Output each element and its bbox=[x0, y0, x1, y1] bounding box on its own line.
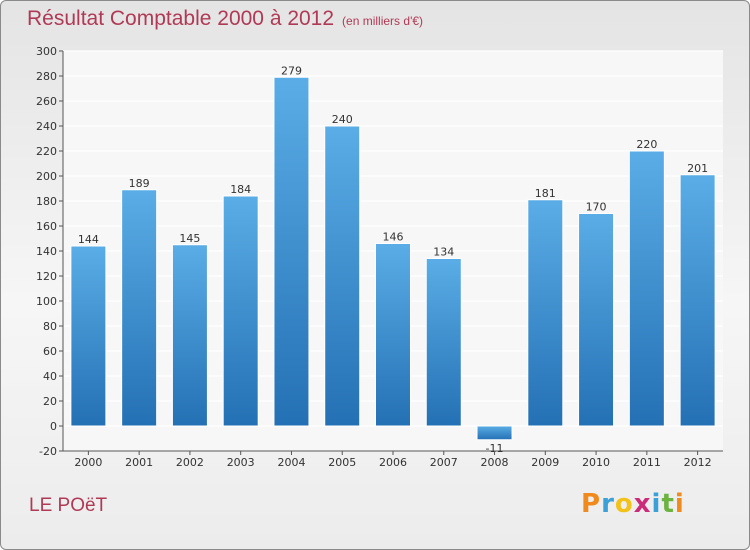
y-tick-label: 0 bbox=[50, 420, 57, 433]
y-tick-label: 120 bbox=[36, 270, 57, 283]
x-tick-label: 2007 bbox=[430, 456, 458, 469]
y-tick-label: 80 bbox=[43, 320, 57, 333]
value-label: 184 bbox=[230, 183, 251, 196]
value-label: -11 bbox=[486, 442, 504, 455]
x-tick-label: 2005 bbox=[328, 456, 356, 469]
bar bbox=[425, 258, 462, 427]
value-label: 146 bbox=[383, 231, 404, 244]
x-tick-label: 2002 bbox=[176, 456, 204, 469]
logo-letter: o bbox=[614, 489, 634, 519]
x-tick-label: 2008 bbox=[481, 456, 509, 469]
y-tick-label: 200 bbox=[36, 170, 57, 183]
bar bbox=[70, 245, 107, 427]
y-tick-label: 160 bbox=[36, 220, 57, 233]
logo-letter: r bbox=[601, 489, 615, 519]
x-tick-label: 2012 bbox=[684, 456, 712, 469]
y-tick-label: 260 bbox=[36, 95, 57, 108]
bar bbox=[679, 174, 716, 427]
x-tick-label: 2003 bbox=[227, 456, 255, 469]
x-tick-label: 2006 bbox=[379, 456, 407, 469]
bar bbox=[121, 189, 158, 427]
logo-letter: i bbox=[674, 489, 685, 519]
bar bbox=[476, 425, 513, 441]
chart-title-text: Résultat Comptable 2000 à 2012 bbox=[27, 7, 335, 30]
bar bbox=[171, 244, 208, 427]
y-tick-label: 60 bbox=[43, 345, 57, 358]
value-label: 145 bbox=[179, 232, 200, 245]
commune-name: LE POëT bbox=[29, 495, 108, 516]
bar bbox=[324, 125, 361, 427]
y-tick-label: 300 bbox=[36, 45, 57, 58]
x-tick-label: 2010 bbox=[582, 456, 610, 469]
chart-title: Résultat Comptable 2000 à 2012 (en millie… bbox=[27, 7, 423, 31]
chart-subtitle: (en milliers d'€) bbox=[342, 14, 424, 28]
logo-letter: P bbox=[581, 489, 602, 519]
x-tick-label: 2001 bbox=[125, 456, 153, 469]
value-label: 134 bbox=[433, 246, 454, 259]
logo-letter: x bbox=[633, 489, 652, 519]
y-tick-label: 220 bbox=[36, 145, 57, 158]
x-tick-label: 2009 bbox=[531, 456, 559, 469]
bar bbox=[527, 199, 564, 427]
value-label: 220 bbox=[636, 138, 657, 151]
value-label: 201 bbox=[687, 162, 708, 175]
bar bbox=[578, 213, 615, 427]
value-label: 181 bbox=[535, 187, 556, 200]
y-tick-label: 280 bbox=[36, 70, 57, 83]
x-tick-label: 2000 bbox=[74, 456, 102, 469]
value-label: 240 bbox=[332, 113, 353, 126]
bar bbox=[222, 195, 259, 427]
proxiti-logo: Proxiti bbox=[581, 489, 685, 519]
y-tick-label: 140 bbox=[36, 245, 57, 258]
logo-letter: i bbox=[651, 489, 662, 519]
x-tick-label: 2011 bbox=[633, 456, 661, 469]
y-tick-label: 40 bbox=[43, 370, 57, 383]
y-tick-label: 180 bbox=[36, 195, 57, 208]
y-tick-label: 240 bbox=[36, 120, 57, 133]
bar bbox=[375, 243, 411, 427]
value-label: 144 bbox=[78, 233, 99, 246]
x-tick-label: 2004 bbox=[277, 456, 305, 469]
value-label: 279 bbox=[281, 64, 302, 77]
bar bbox=[628, 150, 665, 427]
y-tick-label: 100 bbox=[36, 295, 57, 308]
value-label: 189 bbox=[129, 177, 150, 190]
value-label: 170 bbox=[586, 201, 607, 214]
y-tick-label: -20 bbox=[39, 445, 57, 458]
logo-letter: t bbox=[661, 489, 675, 519]
y-tick-label: 20 bbox=[43, 395, 57, 408]
bar bbox=[273, 76, 310, 427]
